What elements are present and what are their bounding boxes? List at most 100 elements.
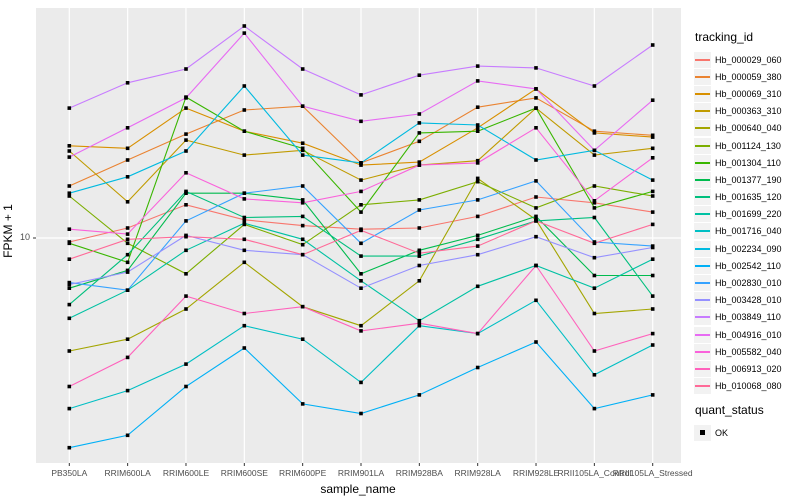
data-point-icon — [242, 218, 247, 222]
data-point-icon — [475, 105, 480, 109]
data-point-icon — [184, 171, 188, 175]
legend-item-label: Hb_001635_120 — [715, 192, 782, 203]
legend-tracking-id: tracking_id Hb_000029_060 Hb_000059_380 Hb… — [694, 30, 800, 395]
data-point-icon — [184, 189, 188, 194]
legend-key-swatch — [694, 378, 711, 395]
data-point-icon — [475, 365, 480, 370]
data-point-icon — [359, 272, 363, 276]
data-point-icon — [592, 153, 597, 157]
data-point-icon — [184, 294, 188, 298]
legend-key-swatch — [694, 154, 711, 171]
data-point-icon — [300, 402, 305, 406]
data-point-icon — [650, 331, 655, 336]
data-point-icon — [300, 146, 305, 151]
data-point-icon — [125, 226, 130, 230]
data-point-icon — [67, 280, 72, 285]
legend-key-swatch — [694, 206, 711, 223]
data-point-icon — [300, 304, 305, 309]
data-point-icon — [359, 119, 363, 124]
data-point-icon — [650, 210, 655, 214]
data-point-icon — [534, 340, 538, 344]
data-point-icon — [242, 311, 247, 316]
data-point-icon — [300, 153, 305, 157]
data-point-icon — [534, 219, 538, 223]
data-point-icon — [417, 112, 422, 116]
data-point-icon — [475, 129, 480, 133]
legend-key-swatch — [694, 240, 711, 257]
data-point-icon — [242, 31, 247, 35]
x-tick-label: RRIM600SE — [220, 468, 268, 478]
data-point-icon — [592, 148, 597, 153]
legend-key-swatch — [694, 275, 711, 292]
legend-item-label: Hb_001699_220 — [715, 209, 782, 220]
data-point-icon — [650, 294, 655, 298]
legend-item-label: Hb_001377_190 — [715, 174, 782, 185]
data-point-icon — [67, 194, 72, 198]
data-point-icon — [67, 257, 72, 261]
legend-key-swatch — [694, 171, 711, 188]
legend-item: Hb_002542_110 — [694, 257, 800, 274]
data-point-icon — [534, 106, 538, 110]
data-point-icon — [67, 282, 72, 287]
data-point-icon — [359, 228, 363, 233]
data-point-icon — [300, 148, 305, 153]
data-point-icon — [417, 254, 422, 258]
line-swatch-icon — [695, 196, 710, 199]
data-point-icon — [242, 221, 247, 225]
data-point-icon — [534, 126, 538, 130]
data-point-icon — [67, 316, 72, 321]
line-swatch-icon — [695, 316, 710, 319]
legend-key-swatch — [694, 137, 711, 154]
legend-item-label: Hb_006913_020 — [715, 363, 782, 374]
y-axis-tick-label: 10 — [19, 232, 30, 242]
data-point-icon — [125, 158, 130, 162]
data-point-icon — [125, 232, 130, 236]
data-point-icon — [184, 307, 188, 311]
line-swatch-icon — [695, 161, 710, 164]
data-point-icon — [592, 255, 597, 260]
data-point-icon — [359, 210, 363, 214]
data-point-icon — [359, 178, 363, 182]
data-point-icon — [650, 393, 655, 397]
data-point-icon — [359, 411, 363, 416]
data-point-icon — [184, 248, 188, 253]
data-point-icon — [300, 214, 305, 219]
data-point-icon — [650, 257, 655, 261]
data-point-icon — [359, 163, 363, 167]
data-point-icon — [592, 311, 597, 316]
data-point-icon — [417, 248, 422, 253]
data-point-icon — [534, 214, 538, 219]
data-point-icon — [242, 191, 247, 195]
legend-tracking-items: Hb_000029_060 Hb_000059_380 Hb_000069_310 H… — [694, 51, 800, 395]
data-point-icon — [475, 252, 480, 257]
data-point-icon — [67, 144, 72, 148]
data-point-icon — [67, 227, 72, 231]
data-point-icon — [184, 203, 188, 207]
legend-item: Hb_000029_060 — [694, 51, 800, 68]
line-swatch-icon — [695, 247, 710, 250]
legend-item-label: Hb_000363_310 — [715, 106, 782, 117]
data-point-icon — [184, 132, 188, 136]
data-point-icon — [242, 197, 247, 201]
line-swatch-icon — [695, 299, 710, 302]
data-point-icon — [67, 155, 72, 159]
data-point-icon — [125, 237, 130, 242]
data-point-icon — [300, 104, 305, 108]
legend-key-swatch — [694, 103, 711, 120]
x-tick-label: RRII105LA_Stressed — [612, 468, 693, 478]
data-point-icon — [125, 433, 130, 438]
data-point-icon — [475, 331, 480, 336]
data-point-icon — [592, 206, 597, 210]
line-swatch-icon — [695, 350, 710, 353]
legend-item-label: Hb_000029_060 — [715, 54, 782, 65]
data-point-icon — [300, 237, 305, 242]
data-point-icon — [184, 219, 188, 223]
legend-item-label: Hb_000059_380 — [715, 71, 782, 82]
legend-item-label: Hb_002542_110 — [715, 260, 781, 271]
legend-item: Hb_001377_190 — [694, 171, 800, 188]
data-point-icon — [475, 214, 480, 219]
data-point-icon — [359, 189, 363, 194]
data-point-icon — [475, 284, 480, 289]
data-point-icon — [650, 222, 655, 227]
